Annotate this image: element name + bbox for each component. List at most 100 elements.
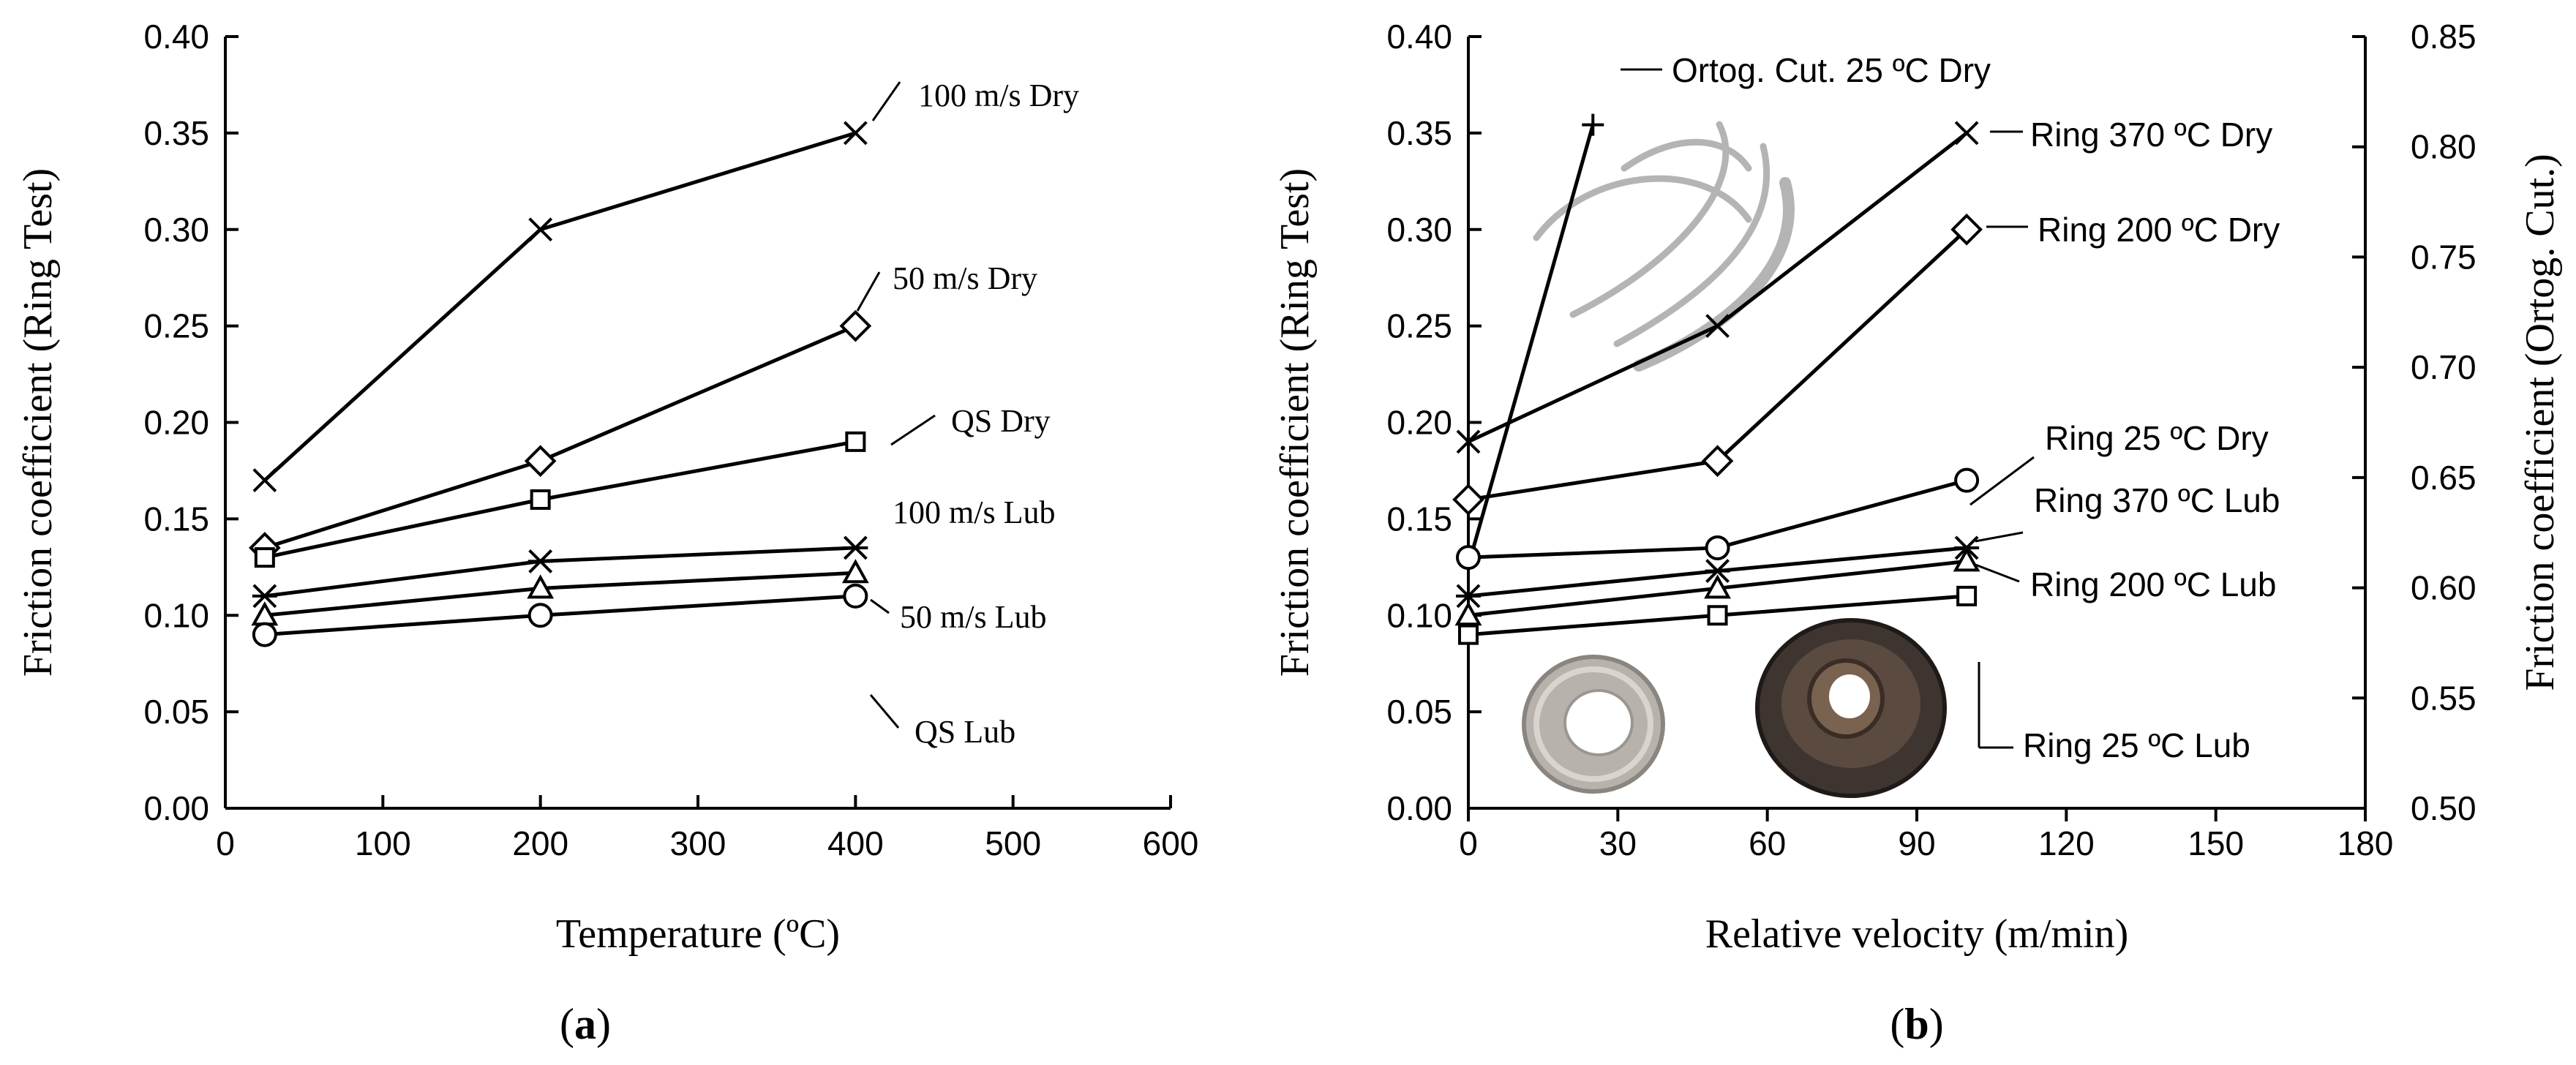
data-point-circle [1705,535,1730,560]
data-point-x [843,121,868,146]
data-point-x [1456,429,1481,454]
panel-label-letter: a [574,1000,596,1048]
x-tick-label: 90 [1898,824,1935,862]
data-point-diamond [1701,445,1734,478]
annotation-ring-25-c-lub: Ring 25 ºC Lub [1978,662,2250,764]
y-tick-label: 0.15 [1386,500,1452,538]
series-line [264,440,856,560]
annotation-label: Ring 370 ºC Dry [2030,116,2272,154]
x-tick-label: 400 [827,824,884,862]
series-ring-200-c-dry [1452,213,1983,516]
y2-tick-label: 0.60 [2411,569,2477,607]
y-tick-label: 0.25 [1386,307,1452,345]
series-ortog-cut-25-c-dry [1466,113,1604,567]
data-point-diamond [839,309,872,342]
panel-label-open: ( [1890,1000,1904,1048]
y-tick-label: 0.30 [143,211,209,249]
data-point-square [1707,605,1728,626]
series-line [264,324,857,550]
panel-label: (a) [560,1000,611,1048]
annotation-leader [856,271,881,312]
data-point-triangle [1454,601,1482,626]
annotation-label: Ring 370 ºC Lub [2034,481,2280,519]
annotation-leader [870,598,890,614]
x-tick-label: 100 [355,824,411,862]
y-tick-label: 0.35 [1386,114,1452,152]
chip-curl [1533,175,1752,241]
annotation-leader [871,81,901,121]
y-tick-label: 0.10 [1386,596,1452,634]
x-axis-title: Relative velocity (m/min) [1705,911,2129,957]
data-point-x [1954,121,1979,146]
y-tick-label: 0.40 [143,18,209,56]
series-100-m-s-dry [252,121,868,493]
data-point-circle [1954,467,1980,493]
annotation-ring-25-c-dry: Ring 25 ºC Dry [1969,419,2269,506]
annotation-leader [890,414,936,446]
annotation-label: 50 m/s Dry [893,260,1037,296]
data-point-square [530,489,551,510]
annotation-label: Ortog. Cut. 25 ºC Dry [1672,51,1991,89]
annotation-leader [1975,531,2024,543]
x-tick-label: 300 [670,824,726,862]
chip-curl [1633,177,1795,372]
annotation-label: Ring 200 ºC Lub [2030,565,2276,603]
series-qs-lub [252,583,868,647]
x-tick-label: 150 [2188,824,2244,862]
y2-tick-label: 0.75 [2411,238,2477,276]
data-point-triangle [527,574,555,599]
series-line [1466,124,1595,567]
y2-axis-title: Friction coefficient (Ortog. Cut.) [2517,154,2563,691]
data-point-star [527,549,553,573]
series-line [263,131,857,482]
series-50-m-s-dry [249,309,872,564]
annotation-ring-200-c-dry: Ring 200 ºC Dry [1986,211,2280,249]
y2-tick-label: 0.80 [2411,128,2477,166]
x-tick-label: 500 [985,824,1041,862]
y2-tick-label: 0.65 [2411,459,2477,497]
y-tick-label: 0.40 [1386,18,1452,56]
y-tick-label: 0.00 [143,789,209,827]
ring-hole [1563,689,1634,756]
panel-a: 0.00 0.05 0.10 0.15 0.20 0.25 0.30 0.35 0.40 0 100… [15,18,1198,1048]
ring-specimen-dry [1755,618,1947,798]
data-point-star [252,584,277,609]
y-tick-label: 0.20 [143,404,209,442]
series-ring-200-c-lub [1454,547,1980,626]
panel-label: (b) [1890,1000,1943,1048]
x-tick-label: 600 [1143,824,1199,862]
series-ring-25-c-dry [1456,467,1980,571]
data-point-triangle [1953,547,1980,572]
annotation-leader [1975,563,2020,583]
series-50-m-s-lub [251,559,869,626]
x-tick-label: 60 [1749,824,1786,862]
y-axis-title: Friction coefficient (Ring Test) [1272,168,1318,677]
panel-label-open: ( [560,1000,574,1048]
data-point-circle [843,583,868,609]
annotation-leader [869,694,900,729]
data-point-star [1456,584,1481,609]
x-tick-label: 30 [1599,824,1637,862]
data-point-diamond [524,445,557,478]
annotation-ortog-cut-25-c-dry: Ortog. Cut. 25 ºC Dry [1621,51,1991,89]
y-tick-label: 0.05 [143,693,209,731]
y-tick-label: 0.35 [143,114,209,152]
y2-tick-label: 0.70 [2411,348,2477,386]
panel-label-close: ) [1929,1000,1944,1048]
x-tick-label: 180 [2337,824,2394,862]
chip-curl [1613,143,1770,347]
panel-b: 0.00 0.05 0.10 0.15 0.20 0.25 0.30 0.35 0.40 0.50… [1272,18,2563,1048]
ring-texture [1533,666,1653,782]
panel-label-letter: b [1904,1000,1929,1048]
data-point-circle [252,622,277,647]
series-qs-dry [254,431,866,568]
series-line [264,571,856,617]
annotation-ring-370-c-dry: Ring 370 ºC Dry [1990,116,2272,154]
data-point-square [254,547,275,568]
y2-tick-label: 0.50 [2411,789,2477,827]
series-ring-370-c-dry [1456,121,1979,454]
annotation-label: QS Dry [951,403,1051,439]
data-point-circle [527,603,553,628]
ring-hole [1829,674,1870,718]
